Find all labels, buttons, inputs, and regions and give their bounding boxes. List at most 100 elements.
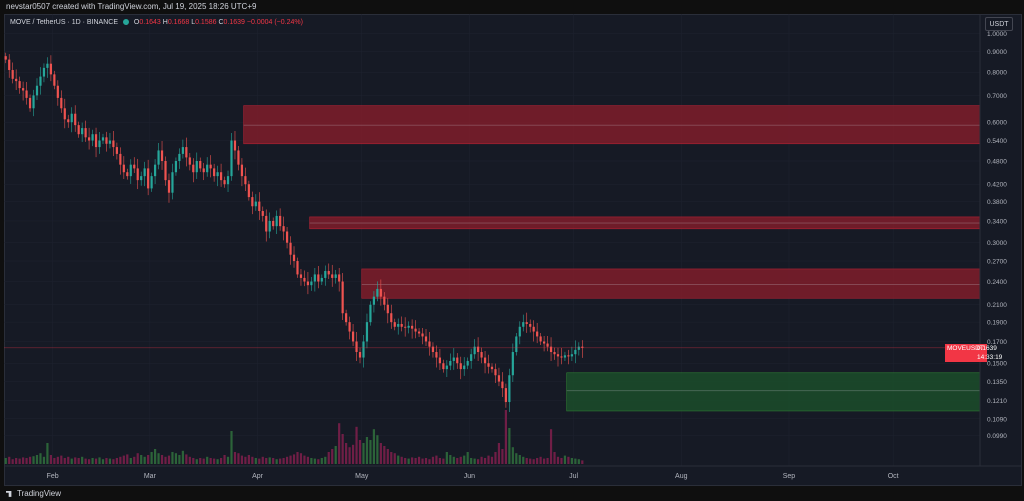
candle <box>345 309 348 326</box>
candle-body <box>285 231 289 243</box>
volume-bar <box>317 459 320 464</box>
candle <box>101 133 105 145</box>
volume-bar <box>341 434 344 464</box>
candle-body <box>81 128 84 135</box>
candle-body <box>244 176 247 185</box>
volume-bar <box>404 458 407 464</box>
footer-bar: TradingView <box>0 486 1024 501</box>
volume-bar <box>101 459 105 464</box>
candle <box>56 80 59 106</box>
y-tick-label: 0.4800 <box>987 159 1007 166</box>
candle-body <box>133 164 136 169</box>
volume-bar <box>525 458 528 464</box>
candle <box>160 140 164 170</box>
candle <box>480 347 483 364</box>
candle-body <box>497 375 501 382</box>
candle-body <box>143 168 146 177</box>
support-zone <box>566 372 981 412</box>
volume-bar <box>542 458 546 464</box>
volume-bar <box>442 458 445 464</box>
candle-body <box>157 150 160 165</box>
volume-bar <box>282 458 285 464</box>
candle <box>247 180 250 201</box>
candle <box>153 159 157 184</box>
candle <box>226 170 230 193</box>
candle <box>74 105 77 132</box>
candle <box>206 157 209 177</box>
candle-body <box>386 304 389 314</box>
candle-body <box>265 215 268 232</box>
price-axis[interactable]: 1.0000 0.9000 0.8000 0.7000 0.6000 0.5400 0.48… <box>987 31 1007 440</box>
volume-bar <box>199 458 202 464</box>
candle-body <box>279 215 282 227</box>
candle-body <box>466 360 469 366</box>
candle-body <box>560 356 563 358</box>
candle-body <box>275 215 278 227</box>
volume-bar <box>407 458 410 464</box>
candle <box>98 132 101 154</box>
candle-body <box>32 95 35 109</box>
candle <box>296 257 299 278</box>
candle <box>150 172 153 192</box>
candle-body <box>60 97 63 109</box>
close-value: 0.1639 <box>223 19 245 26</box>
volume-bar <box>185 454 188 464</box>
candle <box>251 191 254 215</box>
volume-bar <box>230 431 233 464</box>
volume-bar <box>574 458 577 464</box>
candle <box>390 304 393 329</box>
candle-body <box>22 88 25 91</box>
candle <box>331 264 334 287</box>
volume-bar <box>122 455 125 464</box>
y-tick-label: 0.5400 <box>987 138 1007 145</box>
volume-bar <box>25 458 28 464</box>
candlestick-chart[interactable]: 1.0000 0.9000 0.8000 0.7000 0.6000 0.5400 0.48… <box>4 14 1022 486</box>
candle <box>108 133 112 149</box>
candle <box>358 347 362 364</box>
y-tick-label: 0.9000 <box>987 49 1007 56</box>
candle-body <box>327 270 330 275</box>
y-tick-label: 0.0990 <box>987 433 1007 440</box>
volume-bar <box>279 458 282 464</box>
candle-body <box>501 381 504 389</box>
volume-bar <box>435 455 438 464</box>
candle <box>185 137 188 167</box>
candle-body <box>570 354 573 357</box>
volume-bar <box>369 440 372 464</box>
candle-body <box>317 274 320 282</box>
tradingview-logo[interactable]: TradingView <box>6 488 61 499</box>
candle-body <box>324 270 327 278</box>
candle <box>501 372 504 398</box>
volume-bar <box>428 459 431 464</box>
volume-bar <box>98 457 101 464</box>
candle <box>254 194 257 211</box>
candle <box>240 158 244 187</box>
candle-body <box>525 322 528 324</box>
legend-symbol: MOVE / TetherUS · 1D · BINANCE <box>10 19 119 26</box>
quote-currency-button[interactable]: USDT <box>985 17 1013 31</box>
candle-body <box>417 331 421 334</box>
candle-body <box>296 261 299 275</box>
volume-bar <box>202 458 205 464</box>
candle <box>181 139 184 159</box>
volume-bar <box>522 456 525 464</box>
candle <box>167 173 171 203</box>
candle-body <box>195 161 198 173</box>
candle-body <box>435 352 438 358</box>
volume-bar <box>108 458 112 464</box>
candle <box>351 324 355 347</box>
volume-bar <box>192 458 195 464</box>
candle-body <box>49 63 52 75</box>
candle-body <box>563 355 567 358</box>
candle-body <box>230 140 233 177</box>
candle <box>553 347 556 360</box>
candle-body <box>112 140 115 148</box>
candle <box>18 76 21 94</box>
volume-bar <box>365 437 369 464</box>
volume-bar <box>115 458 118 464</box>
volume-bar <box>393 453 396 464</box>
resistance-zone <box>243 105 981 145</box>
y-tick-label: 0.1700 <box>987 339 1007 346</box>
time-axis[interactable]: Feb Mar Apr May Jun Jul Aug Sep Oct <box>47 473 899 480</box>
candle-body <box>105 137 108 144</box>
